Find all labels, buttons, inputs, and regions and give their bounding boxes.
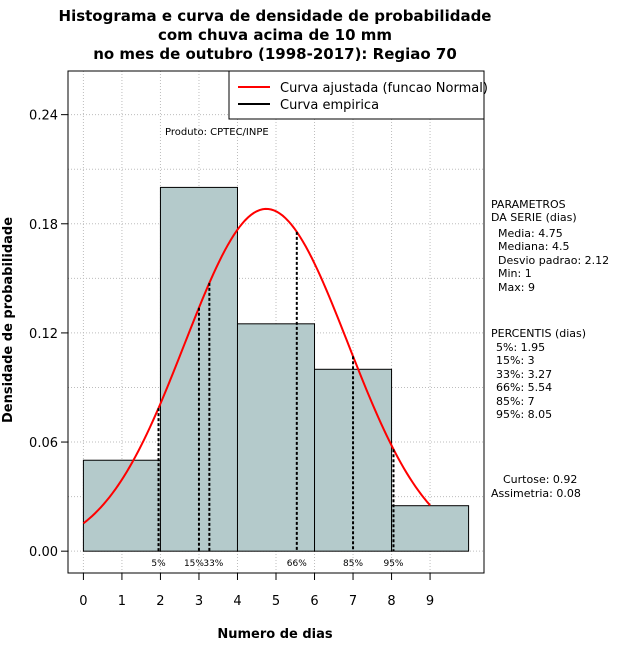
percentile-label-3: 66%: [287, 559, 307, 569]
product-note: Produto: CPTEC/INPE: [165, 127, 269, 138]
percentile-label-5: 95%: [383, 559, 403, 569]
chart-title-line-2: com chuva acima de 10 mm: [158, 26, 392, 44]
percentil-33: 33%: 3.27: [496, 368, 552, 381]
percentile-label-2: 33%: [203, 559, 223, 569]
percentile-label-0: 5%: [151, 559, 166, 569]
x-tick-label: 2: [156, 594, 164, 609]
x-tick-label: 6: [310, 594, 318, 609]
x-axis-title: Numero de dias: [217, 627, 333, 642]
histogram-bar-0: [82, 459, 161, 552]
param-desvio: Desvio padrao: 2.12: [498, 254, 609, 267]
x-tick-label: 9: [426, 594, 434, 609]
axes: 0 1 2 3 4 5 6 7 8 9 0.00 0.06 0.12 0.18 0.24: [29, 109, 434, 609]
x-tick-label: 5: [272, 594, 280, 609]
legend-box: [228, 70, 485, 120]
params-header-2: DA SERIE (dias): [491, 211, 577, 224]
percentis-header: PERCENTIS (dias): [491, 327, 586, 340]
param-min: Min: 1: [498, 267, 532, 280]
legend-label-empirical: Curva empirica: [280, 98, 379, 113]
y-axis-title: Densidade de probabilidade: [1, 217, 16, 423]
chart-title-line-1: Histograma e curva de densidade de proba…: [59, 7, 492, 25]
percentil-15: 15%: 3: [496, 354, 535, 367]
percentil-95: 95%: 8.05: [496, 408, 552, 421]
series-parameters-panel: PARAMETROS DA SERIE (dias) Media: 4.75 M…: [491, 198, 609, 500]
chart-title-line-3: no mes de outubro (1998-2017): Regiao 70: [93, 45, 457, 63]
param-media: Media: 4.75: [498, 227, 563, 240]
x-tick-label: 1: [118, 594, 126, 609]
percentil-5: 5%: 1.95: [496, 341, 545, 354]
percentile-markers: 5% 15% 33% 66% 85% 95%: [151, 231, 404, 569]
percentile-label-4: 85%: [343, 559, 363, 569]
histogram-bar-2: [236, 323, 316, 552]
y-tick-label: 0.06: [29, 436, 58, 451]
legend: Curva ajustada (funcao Normal) Curva emp…: [228, 70, 488, 120]
percentil-66: 66%: 5.54: [496, 381, 552, 394]
x-tick-label: 0: [79, 594, 87, 609]
x-tick-label: 7: [349, 594, 357, 609]
param-max: Max: 9: [498, 281, 535, 294]
assimetria: Assimetria: 0.08: [491, 487, 581, 500]
curtose: Curtose: 0.92: [503, 473, 577, 486]
legend-label-fitted: Curva ajustada (funcao Normal): [280, 81, 488, 96]
percentile-label-1: 15%: [184, 559, 204, 569]
y-tick-label: 0.18: [29, 218, 58, 233]
y-tick-label: 0.24: [29, 109, 58, 124]
x-tick-label: 8: [387, 594, 395, 609]
y-tick-label: 0.12: [29, 327, 58, 342]
normal-curve-line: [82, 207, 431, 525]
y-tick-label: 0.00: [29, 545, 58, 560]
x-tick-label: 4: [233, 594, 241, 609]
x-tick-label: 3: [195, 594, 203, 609]
normal-curve-layer: [82, 207, 431, 525]
param-mediana: Mediana: 4.5: [498, 240, 569, 253]
histogram-bar-4: [391, 505, 470, 552]
percentil-85: 85%: 7: [496, 395, 535, 408]
params-header-1: PARAMETROS: [491, 198, 566, 211]
